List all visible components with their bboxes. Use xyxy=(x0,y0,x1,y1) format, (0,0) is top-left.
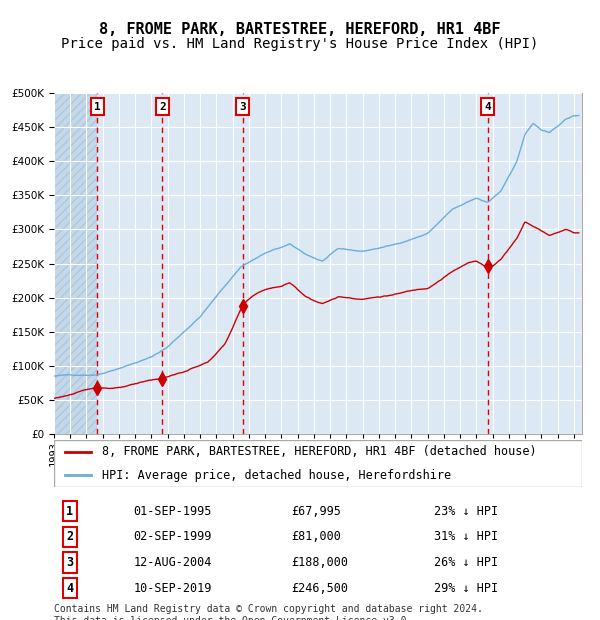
Text: 29% ↓ HPI: 29% ↓ HPI xyxy=(434,582,498,595)
Text: 2: 2 xyxy=(66,530,73,543)
Bar xyxy=(54,93,97,434)
Text: £246,500: £246,500 xyxy=(292,582,349,595)
Text: £67,995: £67,995 xyxy=(292,505,341,518)
Text: 1: 1 xyxy=(66,505,73,518)
Text: 26% ↓ HPI: 26% ↓ HPI xyxy=(434,556,498,569)
Text: 23% ↓ HPI: 23% ↓ HPI xyxy=(434,505,498,518)
Text: HPI: Average price, detached house, Herefordshire: HPI: Average price, detached house, Here… xyxy=(101,469,451,482)
Bar xyxy=(54,93,97,434)
Text: 8, FROME PARK, BARTESTREE, HEREFORD, HR1 4BF: 8, FROME PARK, BARTESTREE, HEREFORD, HR1… xyxy=(99,22,501,37)
Text: 3: 3 xyxy=(66,556,73,569)
Text: 31% ↓ HPI: 31% ↓ HPI xyxy=(434,530,498,543)
Text: 2: 2 xyxy=(159,102,166,112)
Text: 02-SEP-1999: 02-SEP-1999 xyxy=(133,530,212,543)
Text: 01-SEP-1995: 01-SEP-1995 xyxy=(133,505,212,518)
Text: 8, FROME PARK, BARTESTREE, HEREFORD, HR1 4BF (detached house): 8, FROME PARK, BARTESTREE, HEREFORD, HR1… xyxy=(101,445,536,458)
Text: 12-AUG-2004: 12-AUG-2004 xyxy=(133,556,212,569)
FancyBboxPatch shape xyxy=(54,440,582,487)
Text: £188,000: £188,000 xyxy=(292,556,349,569)
Text: 4: 4 xyxy=(484,102,491,112)
Text: £81,000: £81,000 xyxy=(292,530,341,543)
Text: 10-SEP-2019: 10-SEP-2019 xyxy=(133,582,212,595)
Text: 1: 1 xyxy=(94,102,101,112)
Text: Contains HM Land Registry data © Crown copyright and database right 2024.
This d: Contains HM Land Registry data © Crown c… xyxy=(54,604,483,620)
Text: 4: 4 xyxy=(66,582,73,595)
Text: 3: 3 xyxy=(239,102,246,112)
Text: Price paid vs. HM Land Registry's House Price Index (HPI): Price paid vs. HM Land Registry's House … xyxy=(61,37,539,51)
